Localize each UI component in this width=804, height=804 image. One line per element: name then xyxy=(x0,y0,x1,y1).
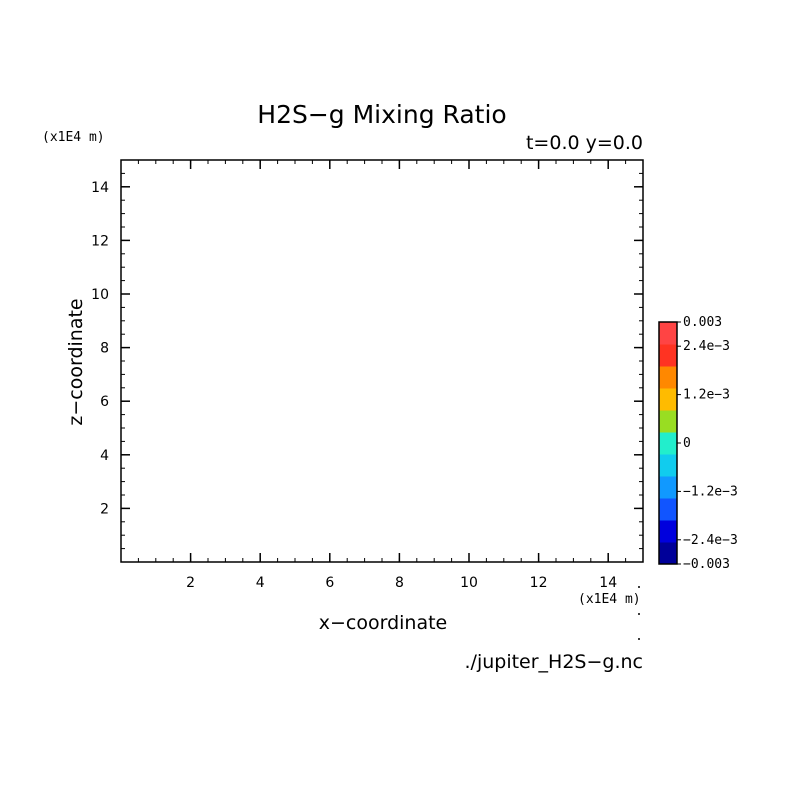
plot-area xyxy=(120,159,644,563)
colorbar-swatch xyxy=(659,322,677,345)
colorbar-label: 0 xyxy=(683,436,691,451)
marker-dot xyxy=(638,586,640,588)
y-tick-label: 14 xyxy=(91,180,109,196)
marker-dot xyxy=(638,613,640,615)
colorbar-label: −1.2e−3 xyxy=(683,484,738,499)
x-tick-label: 2 xyxy=(186,575,195,591)
colorbar-swatch xyxy=(659,344,677,367)
colorbar: 0.003 2.4e−3 1.2e−3 0 −1.2e−3 −2.4e−3 −0.003 xyxy=(658,315,738,572)
colorbar-swatch xyxy=(659,454,677,477)
x-tick-label: 14 xyxy=(599,575,617,591)
marker-dot xyxy=(638,638,640,640)
y-tick-label: 12 xyxy=(91,233,109,249)
colorbar-swatch xyxy=(659,476,677,499)
filename-label: ./jupiter_H2S−g.nc xyxy=(465,651,644,673)
y-tick-label: 2 xyxy=(100,501,109,517)
colorbar-swatch xyxy=(659,520,677,543)
colorbar-label: 1.2e−3 xyxy=(683,388,730,403)
colorbar-swatch xyxy=(659,388,677,411)
chart-subtitle: t=0.0 y=0.0 xyxy=(526,132,643,154)
colorbar-swatch xyxy=(659,542,677,565)
x-tick-label: 4 xyxy=(256,575,265,591)
y-axis-label: z−coordinate xyxy=(65,298,87,425)
colorbar-swatch xyxy=(659,432,677,455)
x-axis-label: x−coordinate xyxy=(319,612,448,634)
y-tick-label: 6 xyxy=(100,394,109,410)
x-tick-label: 6 xyxy=(325,575,334,591)
colorbar-swatch xyxy=(659,366,677,389)
colorbar-label: 2.4e−3 xyxy=(683,339,730,354)
colorbar-label: −2.4e−3 xyxy=(683,533,738,548)
y-unit-label: (x1E4 m) xyxy=(42,130,105,145)
colorbar-label: 0.003 xyxy=(683,315,722,330)
chart-title: H2S−g Mixing Ratio xyxy=(257,100,506,129)
colorbar-label: −0.003 xyxy=(683,557,730,572)
y-tick-label: 4 xyxy=(100,448,109,464)
y-tick-label: 8 xyxy=(100,341,109,357)
x-unit-label: (x1E4 m) xyxy=(578,592,641,607)
colorbar-swatch xyxy=(659,410,677,433)
colorbar-swatch xyxy=(659,498,677,521)
x-tick-label: 8 xyxy=(395,575,404,591)
x-tick-label: 12 xyxy=(530,575,548,591)
x-tick-label: 10 xyxy=(460,575,478,591)
y-tick-label: 10 xyxy=(91,287,109,303)
axis-ticks: 2 4 6 8 10 12 14 2 4 6 8 10 12 14 xyxy=(91,160,643,591)
